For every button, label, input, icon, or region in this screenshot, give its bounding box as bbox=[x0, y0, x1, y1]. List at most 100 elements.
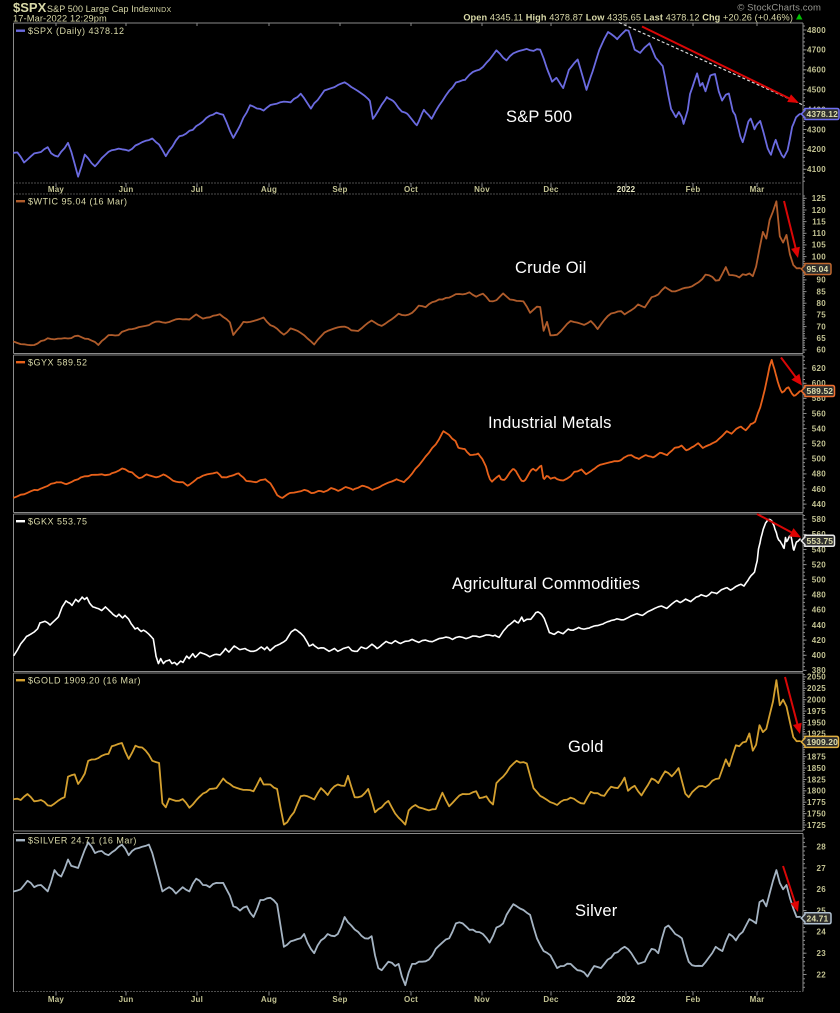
svg-text:$GKX 553.75: $GKX 553.75 bbox=[28, 517, 88, 527]
svg-text:620: 620 bbox=[812, 364, 826, 373]
svg-text:125: 125 bbox=[812, 194, 826, 203]
svg-text:110: 110 bbox=[812, 229, 826, 238]
svg-text:Feb: Feb bbox=[686, 185, 701, 194]
svg-text:553.75: 553.75 bbox=[807, 536, 834, 546]
svg-text:Mar: Mar bbox=[750, 995, 765, 1004]
svg-text:S&P 500 Large Cap Index: S&P 500 Large Cap Index bbox=[47, 4, 154, 14]
svg-text:120: 120 bbox=[812, 206, 826, 215]
svg-text:24: 24 bbox=[817, 928, 827, 937]
svg-text:4100: 4100 bbox=[807, 165, 826, 174]
svg-text:17-Mar-2022 12:29pm: 17-Mar-2022 12:29pm bbox=[13, 14, 107, 24]
svg-text:1909.20: 1909.20 bbox=[807, 737, 839, 747]
svg-text:440: 440 bbox=[812, 500, 826, 509]
svg-text:1825: 1825 bbox=[807, 775, 826, 784]
svg-text:Jul: Jul bbox=[191, 995, 203, 1004]
svg-text:Industrial Metals: Industrial Metals bbox=[488, 414, 612, 432]
svg-text:560: 560 bbox=[812, 409, 826, 418]
svg-text:28: 28 bbox=[817, 843, 827, 852]
svg-text:2022: 2022 bbox=[617, 185, 636, 194]
svg-text:May: May bbox=[48, 185, 65, 194]
svg-text:100: 100 bbox=[812, 252, 826, 261]
svg-text:1800: 1800 bbox=[807, 787, 826, 796]
svg-text:1975: 1975 bbox=[807, 707, 826, 716]
svg-text:500: 500 bbox=[812, 455, 826, 464]
svg-text:105: 105 bbox=[812, 241, 826, 250]
svg-text:1925: 1925 bbox=[807, 730, 826, 739]
svg-text:Oct: Oct bbox=[404, 995, 418, 1004]
svg-text:500: 500 bbox=[812, 576, 826, 585]
svg-text:Agricultural Commodities: Agricultural Commodities bbox=[452, 575, 640, 593]
svg-text:27: 27 bbox=[817, 864, 827, 873]
svg-text:© StockCharts.com: © StockCharts.com bbox=[737, 3, 821, 14]
svg-text:Mar: Mar bbox=[750, 185, 765, 194]
svg-text:Aug: Aug bbox=[261, 995, 277, 1004]
svg-text:Sep: Sep bbox=[332, 185, 347, 194]
svg-text:Sep: Sep bbox=[332, 995, 347, 1004]
svg-text:INDX: INDX bbox=[154, 7, 172, 14]
svg-text:Gold: Gold bbox=[568, 738, 604, 756]
svg-text:$SPX (Daily) 4378.12: $SPX (Daily) 4378.12 bbox=[28, 26, 125, 36]
svg-text:$SPX: $SPX bbox=[13, 0, 47, 15]
svg-text:Jun: Jun bbox=[119, 995, 134, 1004]
svg-text:420: 420 bbox=[812, 636, 826, 645]
svg-text:75: 75 bbox=[817, 311, 827, 320]
svg-text:440: 440 bbox=[812, 621, 826, 630]
svg-text:$GYX 589.52: $GYX 589.52 bbox=[28, 358, 88, 368]
svg-text:380: 380 bbox=[812, 666, 826, 675]
svg-text:400: 400 bbox=[812, 651, 826, 660]
svg-text:4300: 4300 bbox=[807, 125, 826, 134]
svg-text:1950: 1950 bbox=[807, 718, 826, 727]
svg-text:4500: 4500 bbox=[807, 86, 826, 95]
svg-text:23: 23 bbox=[817, 949, 827, 958]
svg-text:4600: 4600 bbox=[807, 66, 826, 75]
svg-text:460: 460 bbox=[812, 485, 826, 494]
svg-text:Aug: Aug bbox=[261, 185, 277, 194]
svg-text:Dec: Dec bbox=[543, 995, 559, 1004]
svg-text:1725: 1725 bbox=[807, 821, 826, 830]
svg-text:4378.12: 4378.12 bbox=[807, 109, 839, 119]
svg-text:1850: 1850 bbox=[807, 764, 826, 773]
svg-text:25: 25 bbox=[817, 906, 827, 915]
svg-text:22: 22 bbox=[817, 970, 827, 979]
svg-text:4800: 4800 bbox=[807, 26, 826, 35]
svg-text:Dec: Dec bbox=[543, 185, 559, 194]
svg-text:2050: 2050 bbox=[807, 673, 826, 682]
svg-text:Nov: Nov bbox=[474, 995, 490, 1004]
svg-text:520: 520 bbox=[812, 440, 826, 449]
svg-text:4200: 4200 bbox=[807, 145, 826, 154]
svg-text:2022: 2022 bbox=[617, 995, 636, 1004]
svg-text:$GOLD 1909.20 (16 Mar): $GOLD 1909.20 (16 Mar) bbox=[28, 676, 141, 686]
svg-text:24.71: 24.71 bbox=[807, 913, 829, 923]
svg-text:580: 580 bbox=[812, 394, 826, 403]
svg-text:480: 480 bbox=[812, 470, 826, 479]
svg-text:115: 115 bbox=[812, 217, 826, 226]
svg-text:4700: 4700 bbox=[807, 46, 826, 55]
svg-text:80: 80 bbox=[817, 299, 827, 308]
svg-text:Nov: Nov bbox=[474, 185, 490, 194]
svg-text:May: May bbox=[48, 995, 65, 1004]
svg-text:600: 600 bbox=[812, 379, 826, 388]
svg-text:2025: 2025 bbox=[807, 684, 826, 693]
svg-text:60: 60 bbox=[817, 346, 827, 355]
svg-text:580: 580 bbox=[812, 515, 826, 524]
svg-text:460: 460 bbox=[812, 606, 826, 615]
svg-text:Jun: Jun bbox=[119, 185, 134, 194]
svg-text:1775: 1775 bbox=[807, 798, 826, 807]
svg-text:Silver: Silver bbox=[575, 902, 618, 920]
svg-text:26: 26 bbox=[817, 885, 827, 894]
svg-text:Jul: Jul bbox=[191, 185, 203, 194]
svg-text:589.52: 589.52 bbox=[807, 386, 834, 396]
svg-text:Crude Oil: Crude Oil bbox=[515, 259, 587, 277]
svg-text:540: 540 bbox=[812, 424, 826, 433]
svg-text:Feb: Feb bbox=[686, 995, 701, 1004]
svg-text:2000: 2000 bbox=[807, 695, 826, 704]
svg-text:65: 65 bbox=[817, 334, 827, 343]
svg-text:Open 4345.11 High 4378.87 Lo: Open 4345.11 High 4378.87 Low 4335.65 La… bbox=[463, 13, 793, 23]
svg-text:95.04: 95.04 bbox=[807, 264, 829, 274]
svg-text:70: 70 bbox=[817, 322, 827, 331]
svg-text:1875: 1875 bbox=[807, 752, 826, 761]
svg-text:480: 480 bbox=[812, 591, 826, 600]
svg-text:$WTIC 95.04 (16 Mar): $WTIC 95.04 (16 Mar) bbox=[28, 197, 128, 207]
svg-text:$SILVER 24.71 (16 Mar): $SILVER 24.71 (16 Mar) bbox=[28, 836, 137, 846]
svg-text:540: 540 bbox=[812, 545, 826, 554]
